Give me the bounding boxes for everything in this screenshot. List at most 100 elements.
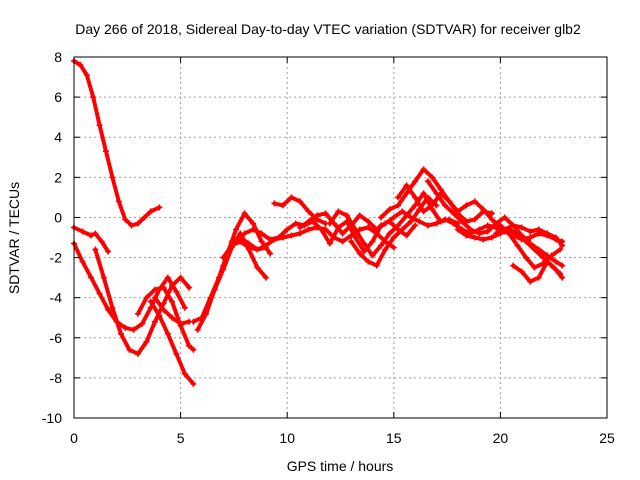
- series-track-3: [72, 241, 187, 332]
- data-point-track-1: [147, 208, 154, 215]
- data-point-track-3: [173, 288, 180, 295]
- data-point-track-11: [220, 254, 227, 261]
- data-point-track-15: [395, 222, 402, 229]
- data-point-track-2: [79, 228, 86, 235]
- data-point-track-11: [305, 226, 312, 233]
- y-tick-labels: -10 -8 -6 -4 -2 0 2 4 6 8: [42, 49, 62, 426]
- data-point-track-14: [416, 218, 423, 225]
- data-point-track-11: [390, 244, 397, 251]
- data-point-track-15: [446, 216, 453, 223]
- data-point-track-19: [484, 228, 491, 235]
- data-point-track-20: [522, 238, 529, 245]
- data-point-track-19: [433, 190, 440, 197]
- data-point-track-23: [544, 230, 551, 237]
- data-point-track-13: [271, 200, 278, 207]
- data-point-track-19: [501, 214, 508, 221]
- data-point-track-14: [365, 218, 372, 225]
- data-point-track-18: [420, 208, 427, 215]
- series-track-1: [72, 59, 162, 228]
- data-point-track-19: [459, 218, 466, 225]
- data-point-track-1: [156, 204, 163, 211]
- data-point-track-18: [395, 194, 402, 201]
- data-point-track-22: [559, 274, 566, 281]
- data-point-track-17: [395, 202, 402, 209]
- data-point-track-4: [126, 346, 133, 353]
- data-point-track-14: [305, 218, 312, 225]
- data-point-track-20: [463, 232, 470, 239]
- data-point-track-23: [535, 226, 542, 233]
- data-point-track-1: [141, 214, 148, 221]
- data-point-track-7: [160, 306, 167, 313]
- data-point-track-16: [382, 246, 389, 253]
- data-point-track-20: [531, 246, 538, 253]
- data-point-track-14: [424, 222, 431, 229]
- data-point-track-21: [522, 254, 529, 261]
- data-point-track-12: [318, 226, 325, 233]
- y-tick-label: 4: [54, 129, 62, 145]
- data-point-track-21: [557, 246, 564, 253]
- data-point-track-14: [296, 224, 303, 231]
- data-point-track-5: [160, 284, 167, 291]
- data-point-track-18: [446, 198, 453, 205]
- data-point-track-17: [386, 206, 393, 213]
- data-point-track-23: [552, 234, 559, 241]
- data-point-track-6: [190, 380, 197, 387]
- x-tick-label: 0: [70, 430, 78, 446]
- data-point-track-14: [399, 208, 406, 215]
- data-point-track-21: [531, 264, 538, 271]
- data-point-track-5: [134, 310, 141, 317]
- data-point-track-12: [275, 234, 282, 241]
- data-point-track-13: [305, 208, 312, 215]
- data-point-track-11: [254, 246, 261, 253]
- data-point-track-14: [382, 220, 389, 227]
- data-point-track-2: [105, 248, 112, 255]
- y-tick-label: -4: [50, 290, 63, 306]
- data-point-track-16: [399, 226, 406, 233]
- x-tick-label: 15: [386, 430, 402, 446]
- x-tick-label: 10: [279, 430, 295, 446]
- chart-title: Day 266 of 2018, Sidereal Day-to-day VTE…: [75, 21, 581, 37]
- data-point-track-17: [471, 216, 478, 223]
- data-point-track-2: [92, 230, 99, 237]
- data-point-track-23: [527, 228, 534, 235]
- data-point-track-23: [559, 242, 566, 249]
- data-point-track-3: [130, 326, 137, 333]
- data-point-track-3: [88, 274, 95, 281]
- data-point-track-14: [314, 212, 321, 219]
- data-point-track-3: [105, 306, 112, 313]
- data-point-track-5: [169, 298, 176, 305]
- data-point-track-2: [88, 232, 95, 239]
- data-point-track-22: [544, 258, 551, 265]
- data-point-track-4: [169, 282, 176, 289]
- data-point-track-4: [100, 274, 107, 281]
- data-point-track-14: [339, 230, 346, 237]
- data-point-track-1: [115, 198, 122, 205]
- data-point-track-20: [514, 230, 521, 237]
- data-point-track-1: [122, 216, 129, 223]
- data-point-track-18: [412, 194, 419, 201]
- data-point-track-17: [403, 190, 410, 197]
- data-point-track-15: [326, 220, 333, 227]
- data-point-track-3: [164, 274, 171, 281]
- data-point-track-14: [527, 234, 534, 241]
- data-point-track-4: [143, 338, 150, 345]
- data-point-track-12: [352, 234, 359, 241]
- data-point-track-20: [488, 234, 495, 241]
- data-point-track-22: [552, 266, 559, 273]
- data-point-track-14: [373, 226, 380, 233]
- data-point-track-12: [241, 230, 248, 237]
- data-point-track-15: [335, 208, 342, 215]
- data-point-track-6: [147, 298, 154, 305]
- data-point-track-16: [348, 238, 355, 245]
- data-point-track-5: [152, 286, 159, 293]
- series-track-5: [136, 285, 196, 352]
- data-point-track-23: [501, 226, 508, 233]
- data-point-track-11: [262, 242, 269, 249]
- data-point-track-5: [190, 346, 197, 353]
- data-point-track-4: [109, 304, 116, 311]
- data-point-track-12: [284, 226, 291, 233]
- data-point-track-8: [194, 326, 201, 333]
- data-point-track-23: [510, 222, 517, 229]
- data-point-track-2: [98, 238, 105, 245]
- data-point-track-20: [480, 236, 487, 243]
